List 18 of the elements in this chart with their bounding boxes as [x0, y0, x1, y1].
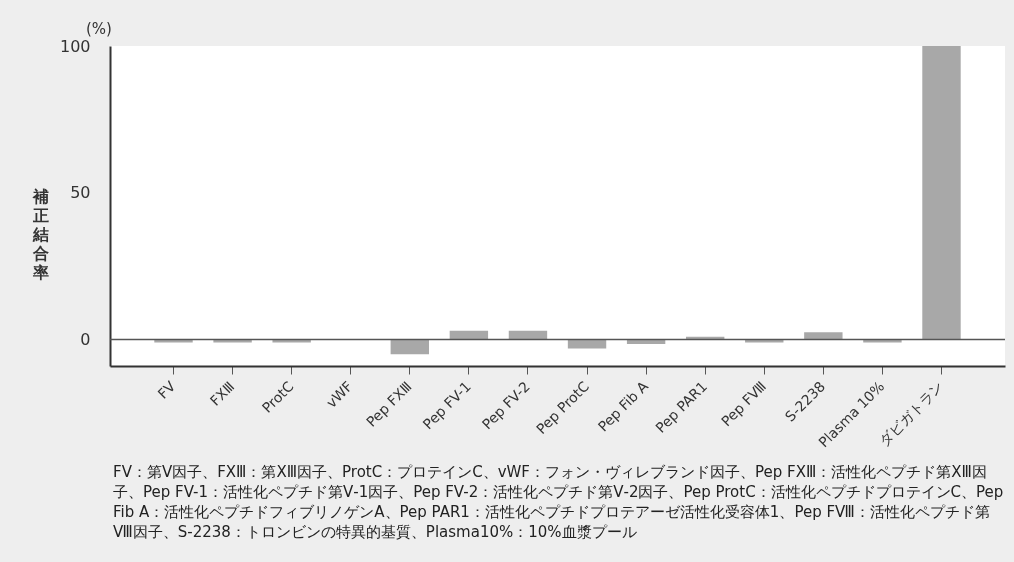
y-tick-label: 50 [70, 183, 91, 203]
bar [390, 339, 430, 355]
text: (%) [86, 20, 112, 38]
x-tick-label: Pep Fib A [594, 377, 652, 435]
bar [922, 46, 961, 340]
text: FV：第Ⅴ因子、FⅩⅢ：第ⅩⅢ因子、ProtC：プロテインC、vWF：フォン・ヴィレブランド因子、Pep FⅩⅢ：活性化ペプチド第ⅩⅢ因子、Pep FV-1：活性化ペプチド第Ⅴ-1因子、Pep FV-2：活性化ペプチド第Ⅴ-2因子、Pep ProtC：活性化ペプチドプロテインC、Pep Fib A：活性化ペプチドフィブリノゲンA、Pep PAR1：活性化ペプチドプロテアーゼ活性化受容体1、Pep FⅧ：活性化ペプチド第Ⅷ因子、S-2238：トロンビンの特異的基質、Plasma10%：10%血漿プール [113, 462, 1005, 542]
bar [745, 339, 784, 343]
x-tick-label: FV [154, 377, 179, 402]
bar [863, 339, 902, 343]
bar [213, 339, 252, 343]
y-tick-label: 100 [59, 36, 91, 56]
y-axis-title: 補正結合率 [31, 186, 49, 282]
bar [272, 339, 311, 343]
y-tick-label: 0 [80, 330, 91, 350]
bar [567, 339, 607, 349]
bar [154, 339, 193, 343]
x-tick-label: Pep FⅧ [718, 378, 770, 430]
bar [626, 339, 666, 344]
